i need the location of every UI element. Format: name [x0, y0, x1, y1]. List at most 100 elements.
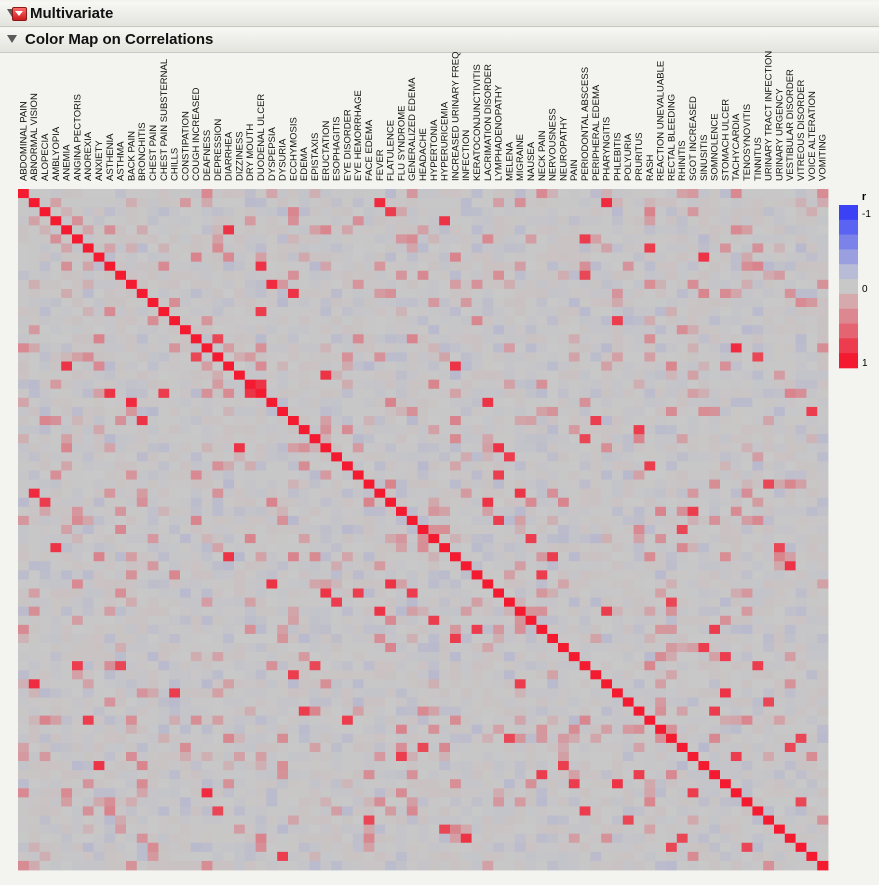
heatmap-cell — [676, 733, 688, 744]
red-triangle-menu-icon[interactable] — [12, 7, 27, 21]
heatmap-cell — [482, 334, 494, 344]
heatmap-cell — [331, 706, 343, 717]
heatmap-cell — [763, 633, 775, 644]
heatmap-cell — [752, 470, 764, 480]
heatmap-cell — [568, 679, 580, 689]
heatmap-cell — [601, 434, 613, 444]
heatmap-cell — [244, 534, 256, 544]
heatmap-cell — [752, 742, 764, 753]
heatmap-cell — [709, 697, 721, 707]
multivariate-outline-header[interactable]: Multivariate — [0, 2, 879, 27]
heatmap-cell — [234, 397, 246, 408]
heatmap-cell — [39, 388, 51, 399]
heatmap-cell — [309, 252, 321, 263]
heatmap-cell — [244, 751, 256, 762]
heatmap-cell — [385, 234, 397, 244]
heatmap-cell — [244, 270, 256, 281]
heatmap-cell — [136, 661, 148, 671]
heatmap-cell — [223, 534, 235, 544]
heatmap-cell — [320, 416, 332, 426]
heatmap-cell — [223, 579, 235, 589]
heatmap-cell — [536, 425, 548, 435]
heatmap-cell — [298, 534, 310, 544]
heatmap-cell — [450, 570, 462, 580]
heatmap-cell — [558, 325, 570, 335]
heatmap-cell — [158, 343, 170, 353]
heatmap-cell — [795, 488, 807, 499]
heatmap-cell — [396, 515, 408, 526]
heatmap-cell — [493, 770, 505, 780]
heatmap-cell — [471, 733, 483, 744]
heatmap-cell — [547, 534, 559, 544]
heatmap-cell — [104, 751, 116, 762]
heatmap-cell — [622, 207, 634, 217]
heatmap-cell — [266, 207, 278, 217]
heatmap-cell — [590, 406, 602, 417]
heatmap-cell — [504, 497, 516, 508]
heatmap-cell — [309, 706, 321, 717]
heatmap-cell — [676, 652, 688, 662]
heatmap-cell — [655, 606, 667, 617]
heatmap-cell — [428, 570, 440, 580]
heatmap-cell — [439, 352, 451, 362]
heatmap-cell — [590, 288, 602, 299]
heatmap-cell — [698, 279, 710, 290]
heatmap-cell — [28, 779, 40, 789]
heatmap-cell — [784, 652, 796, 662]
heatmap-cell — [622, 416, 634, 426]
heatmap-cell — [39, 270, 51, 281]
heatmap-cell — [536, 434, 548, 444]
heatmap-cell — [93, 406, 105, 417]
heatmap-cell — [439, 770, 451, 780]
heatmap-cell — [374, 207, 386, 217]
heatmap-cell — [363, 252, 375, 263]
heatmap-cell — [309, 334, 321, 344]
heatmap-cell — [536, 733, 548, 744]
heatmap-cell — [752, 633, 764, 644]
heatmap-cell — [320, 361, 332, 371]
heatmap-cell — [190, 406, 202, 417]
heatmap-cell — [39, 479, 51, 490]
heatmap-cell — [741, 552, 753, 562]
heatmap-cell — [730, 443, 742, 453]
heatmap-cell — [277, 724, 289, 735]
heatmap-cell — [72, 524, 84, 535]
heatmap-cell — [363, 488, 375, 499]
heatmap-cell — [18, 325, 30, 335]
heatmap-cell — [82, 488, 94, 499]
heatmap-cell — [39, 624, 51, 635]
heatmap-cell — [126, 461, 138, 471]
heatmap-cell — [730, 406, 742, 417]
heatmap-cell — [612, 352, 624, 362]
heatmap-cell — [752, 361, 764, 371]
heatmap-cell — [450, 524, 462, 535]
heatmap-cell — [374, 715, 386, 726]
heatmap-cell — [28, 624, 40, 635]
heatmap-cell — [223, 715, 235, 726]
heatmap-cell — [396, 352, 408, 362]
heatmap-cell — [115, 688, 127, 698]
heatmap-cell — [720, 570, 732, 580]
heatmap-cell — [331, 416, 343, 426]
heatmap-cell — [525, 370, 537, 381]
heatmap-cell — [417, 751, 429, 762]
heatmap-cell — [115, 416, 127, 426]
heatmap-cell — [568, 443, 580, 453]
heatmap-cell — [212, 697, 224, 707]
heatmap-cell — [50, 579, 62, 589]
disclosure-triangle-icon[interactable] — [7, 35, 17, 43]
heatmap-cell — [126, 352, 138, 362]
heatmap-cell — [352, 515, 364, 526]
heatmap-cell — [763, 443, 775, 453]
color-map-outline-header[interactable]: Color Map on Correlations — [0, 28, 879, 53]
heatmap-cell — [633, 216, 645, 226]
heatmap-cell — [655, 534, 667, 544]
heatmap-cell — [180, 479, 192, 490]
heatmap-cell — [169, 624, 181, 635]
heatmap-cell — [601, 597, 613, 608]
heatmap-cell — [223, 388, 235, 399]
heatmap-cell — [806, 724, 818, 735]
heatmap-cell — [331, 479, 343, 490]
heatmap-cell — [612, 243, 624, 253]
